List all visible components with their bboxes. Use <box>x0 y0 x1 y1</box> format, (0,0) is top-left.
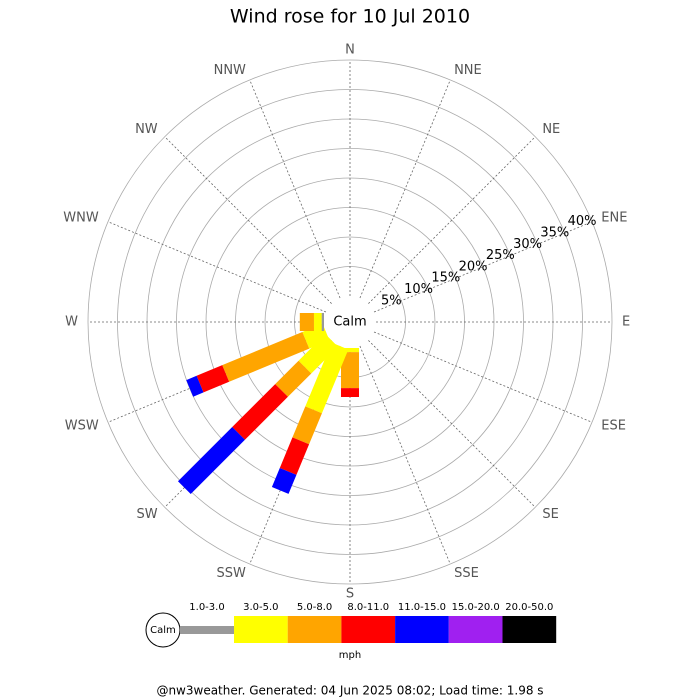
direction-label: SW <box>137 507 158 522</box>
spoke <box>373 331 593 423</box>
r-tick-label: 15% <box>431 271 460 286</box>
rose-bar <box>305 342 349 414</box>
rose-bar <box>232 384 288 440</box>
rose-bar <box>222 331 310 382</box>
legend-label: 1.0-3.0 <box>189 602 224 613</box>
direction-label: N <box>345 43 355 58</box>
rose-bar <box>196 365 230 393</box>
spoke <box>249 79 341 299</box>
direction-label: NE <box>542 122 560 137</box>
rose-bar <box>177 427 245 495</box>
legend-swatch <box>234 616 288 643</box>
legend-label: 3.0-5.0 <box>243 602 278 613</box>
direction-label: ESE <box>601 419 626 434</box>
r-tick-label: 5% <box>381 293 402 308</box>
calm-label: Calm <box>333 315 366 330</box>
r-tick-label: 40% <box>568 214 597 229</box>
ring <box>264 236 436 408</box>
rose-bar <box>313 313 322 331</box>
legend-swatch <box>502 616 557 643</box>
rose-bar <box>279 437 310 475</box>
r-tick-label: 10% <box>404 282 433 297</box>
chart-title: Wind rose for 10 Jul 2010 <box>230 6 470 28</box>
rose-bar <box>271 467 297 494</box>
rose-bar <box>275 360 312 397</box>
legend-swatch <box>448 616 503 643</box>
rose-bar <box>299 313 314 331</box>
legend-swatch <box>287 616 342 643</box>
legend-swatch <box>341 616 396 643</box>
calm-circle <box>328 300 372 344</box>
direction-label: E <box>622 315 630 330</box>
r-tick-label: 30% <box>513 237 542 252</box>
direction-label: SSW <box>217 566 247 581</box>
ring <box>87 59 613 585</box>
direction-label: SSE <box>454 566 479 581</box>
spoke <box>164 136 332 304</box>
rose-bar <box>321 313 324 331</box>
rose-bar <box>341 352 359 389</box>
direction-label: W <box>65 315 78 330</box>
direction-label: NNE <box>454 63 482 78</box>
rose-bar <box>292 406 322 445</box>
footer: @nw3weather. Generated: 04 Jun 2025 08:0… <box>156 684 543 698</box>
direction-label: WNW <box>63 210 99 225</box>
rose-bar <box>341 388 359 397</box>
direction-label: NW <box>135 122 158 137</box>
r-tick-label: 20% <box>459 259 488 274</box>
r-tick-label: 25% <box>486 248 515 263</box>
spoke <box>373 221 593 313</box>
spoke <box>359 345 451 565</box>
units-label: mph <box>339 650 361 661</box>
ring <box>117 89 583 555</box>
legend-calm-label: Calm <box>150 625 176 636</box>
spoke <box>368 340 536 508</box>
spoke <box>359 79 451 299</box>
legend-swatch <box>395 616 449 643</box>
direction-label: WSW <box>65 419 99 434</box>
legend-label: 5.0-8.0 <box>297 602 332 613</box>
direction-label: SE <box>542 507 558 522</box>
ring <box>176 148 524 496</box>
legend-label: 15.0-20.0 <box>452 602 500 613</box>
direction-label: NNW <box>214 63 246 78</box>
legend-label: 8.0-11.0 <box>347 602 389 613</box>
direction-label: ENE <box>601 210 627 225</box>
legend-label: 20.0-50.0 <box>505 602 553 613</box>
spoke <box>368 136 536 304</box>
r-tick-label: 35% <box>540 226 569 241</box>
spoke <box>107 221 327 313</box>
direction-label: S <box>346 587 354 602</box>
rose-bar <box>186 375 204 397</box>
rose-bar <box>298 334 338 374</box>
legend-label: 11.0-15.0 <box>398 602 446 613</box>
legend-swatch <box>180 626 234 634</box>
